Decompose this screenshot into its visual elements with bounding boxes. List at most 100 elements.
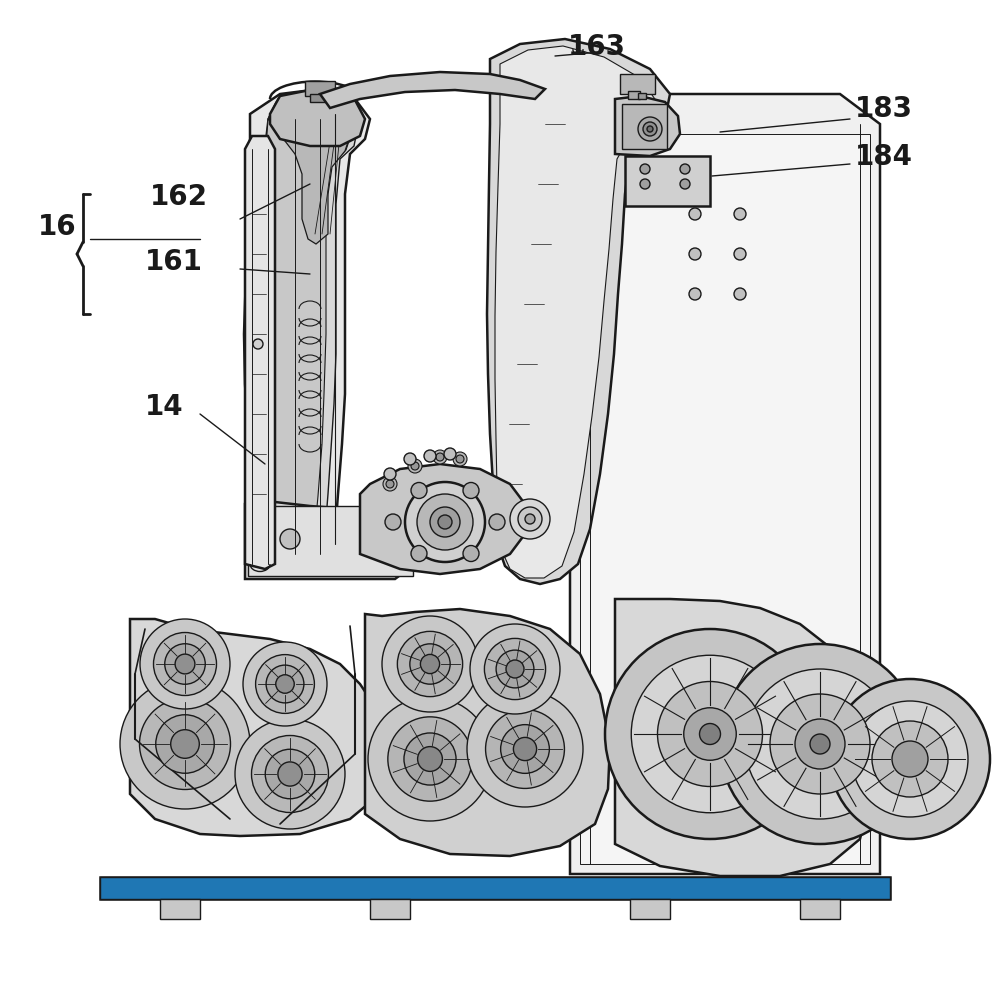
- Polygon shape: [250, 92, 358, 561]
- Circle shape: [266, 665, 304, 703]
- Circle shape: [643, 123, 657, 137]
- Circle shape: [120, 679, 250, 809]
- Polygon shape: [570, 94, 880, 874]
- Bar: [638, 93, 646, 100]
- Bar: [370, 900, 410, 919]
- Circle shape: [463, 483, 479, 499]
- Circle shape: [424, 450, 436, 462]
- Circle shape: [684, 708, 736, 760]
- Circle shape: [640, 180, 650, 190]
- Circle shape: [417, 494, 473, 551]
- Circle shape: [745, 669, 895, 819]
- Circle shape: [795, 720, 845, 769]
- Bar: [620, 75, 655, 94]
- Circle shape: [680, 180, 690, 190]
- Circle shape: [404, 453, 416, 465]
- Bar: [310, 94, 330, 103]
- Text: 14: 14: [145, 393, 184, 420]
- Polygon shape: [615, 96, 680, 157]
- Circle shape: [140, 699, 231, 789]
- Circle shape: [689, 288, 701, 301]
- Circle shape: [689, 248, 701, 260]
- Bar: [248, 507, 413, 577]
- Polygon shape: [245, 503, 420, 580]
- Polygon shape: [360, 464, 525, 575]
- Circle shape: [700, 724, 720, 745]
- Circle shape: [605, 629, 815, 839]
- Circle shape: [386, 480, 394, 488]
- Bar: [160, 900, 200, 919]
- Circle shape: [253, 340, 263, 350]
- Circle shape: [408, 459, 422, 473]
- Bar: [628, 91, 640, 100]
- Polygon shape: [495, 47, 657, 579]
- Circle shape: [467, 691, 583, 807]
- Circle shape: [410, 644, 450, 685]
- Circle shape: [280, 530, 300, 550]
- Circle shape: [382, 616, 478, 713]
- Circle shape: [510, 500, 550, 540]
- Circle shape: [463, 546, 479, 562]
- Circle shape: [525, 515, 535, 525]
- Circle shape: [438, 516, 452, 530]
- Circle shape: [154, 633, 217, 696]
- Polygon shape: [625, 157, 710, 207]
- Circle shape: [484, 639, 546, 700]
- Circle shape: [411, 462, 419, 470]
- Circle shape: [165, 644, 205, 685]
- Circle shape: [631, 656, 789, 813]
- Circle shape: [892, 742, 928, 777]
- Circle shape: [388, 717, 472, 801]
- Circle shape: [368, 698, 492, 821]
- Circle shape: [456, 455, 464, 463]
- Circle shape: [734, 209, 746, 221]
- Circle shape: [252, 736, 329, 813]
- Circle shape: [489, 515, 505, 531]
- Polygon shape: [270, 88, 365, 147]
- Bar: [622, 105, 667, 150]
- Circle shape: [175, 654, 195, 674]
- Circle shape: [235, 720, 345, 829]
- Circle shape: [418, 746, 442, 771]
- Circle shape: [830, 679, 990, 839]
- Circle shape: [433, 450, 447, 464]
- Bar: [580, 135, 870, 864]
- Polygon shape: [244, 89, 370, 567]
- Polygon shape: [365, 609, 610, 856]
- Circle shape: [720, 644, 920, 844]
- Bar: [630, 900, 670, 919]
- Circle shape: [647, 127, 653, 133]
- Circle shape: [397, 632, 463, 697]
- Circle shape: [383, 477, 397, 491]
- Polygon shape: [245, 137, 275, 570]
- Text: 16: 16: [38, 213, 77, 241]
- Circle shape: [411, 483, 427, 499]
- Circle shape: [256, 655, 314, 714]
- Circle shape: [680, 165, 690, 175]
- Bar: [100, 877, 890, 900]
- Circle shape: [872, 722, 948, 797]
- Circle shape: [444, 448, 456, 460]
- Circle shape: [518, 508, 542, 532]
- Polygon shape: [487, 40, 670, 584]
- Circle shape: [640, 165, 650, 175]
- Circle shape: [501, 725, 549, 773]
- Circle shape: [265, 749, 315, 799]
- Circle shape: [420, 655, 440, 674]
- Polygon shape: [130, 619, 385, 836]
- Circle shape: [430, 508, 460, 538]
- Circle shape: [852, 702, 968, 817]
- Circle shape: [405, 482, 485, 563]
- Circle shape: [496, 650, 534, 688]
- Text: 183: 183: [855, 94, 913, 123]
- Circle shape: [734, 288, 746, 301]
- Circle shape: [171, 730, 199, 758]
- Circle shape: [810, 735, 830, 754]
- Circle shape: [404, 734, 456, 785]
- Circle shape: [486, 710, 564, 788]
- Bar: [800, 900, 840, 919]
- Bar: [305, 82, 335, 96]
- Circle shape: [453, 452, 467, 466]
- Polygon shape: [254, 96, 352, 561]
- Circle shape: [411, 546, 427, 562]
